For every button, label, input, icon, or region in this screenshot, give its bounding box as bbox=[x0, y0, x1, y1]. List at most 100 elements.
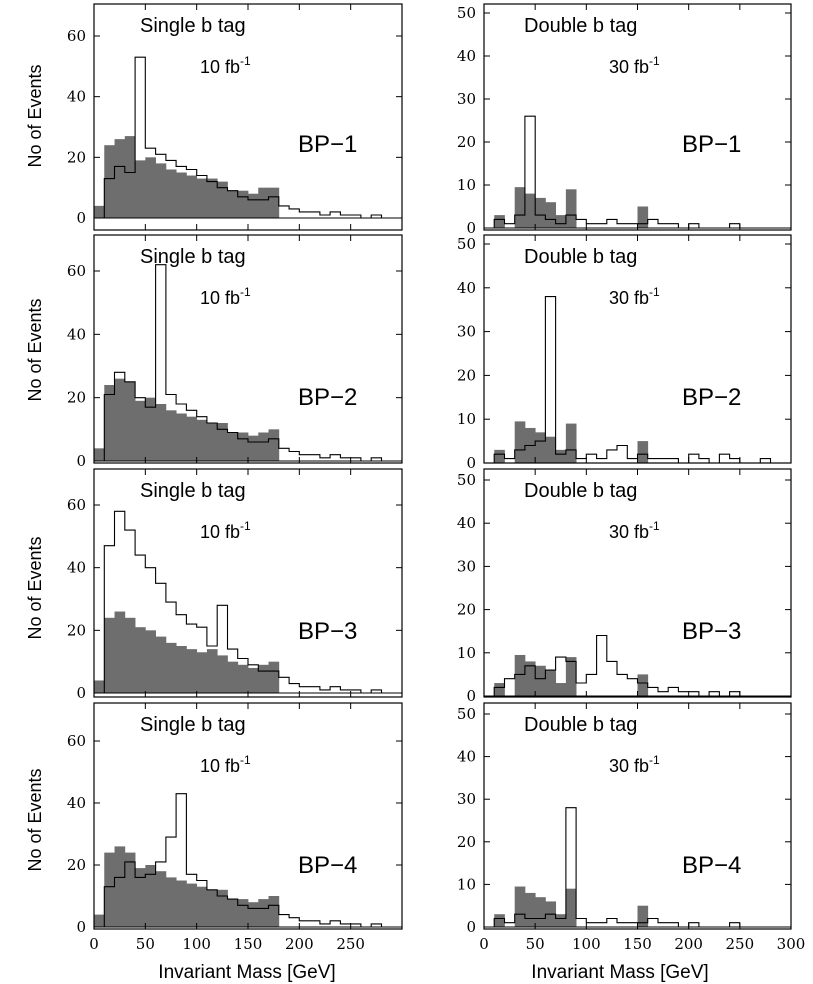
benchmark-label: BP−4 bbox=[298, 852, 357, 879]
open-histogram bbox=[94, 510, 402, 694]
benchmark-label: BP−1 bbox=[682, 131, 741, 158]
filled-bar bbox=[494, 449, 505, 463]
y-axis-labels: No of Events No of Events No of Events N… bbox=[25, 64, 45, 871]
filled-bar bbox=[555, 914, 567, 927]
benchmark-label: BP−2 bbox=[298, 384, 357, 411]
open-histogram bbox=[484, 296, 791, 464]
filled-bar bbox=[176, 646, 187, 693]
filled-bar bbox=[114, 846, 126, 927]
filled-bar bbox=[155, 636, 167, 693]
filled-bar bbox=[494, 215, 505, 228]
filled-bar bbox=[176, 172, 187, 218]
y-tick-label: 0 bbox=[466, 687, 476, 705]
y-axis-label-row-2: No of Events bbox=[25, 298, 45, 401]
filled-bar bbox=[514, 421, 526, 463]
luminosity-label: 30 fb-1 bbox=[609, 54, 660, 77]
filled-bar bbox=[165, 169, 177, 218]
filled-bar bbox=[217, 181, 228, 218]
luminosity-exponent: -1 bbox=[649, 753, 660, 767]
panel-title: Single b tag bbox=[140, 480, 246, 502]
filled-bar bbox=[114, 378, 126, 461]
panel-title: Double b tag bbox=[524, 714, 637, 736]
luminosity-exponent: -1 bbox=[240, 54, 251, 68]
filled-bar bbox=[196, 419, 208, 461]
y-ticks: 0 10 20 30 40 50 bbox=[457, 235, 791, 472]
filled-bar bbox=[206, 178, 218, 218]
luminosity-exponent: -1 bbox=[240, 519, 251, 533]
filled-bar bbox=[145, 865, 156, 927]
filled-bar bbox=[268, 661, 280, 693]
y-tick-label: 40 bbox=[67, 794, 86, 812]
x-tick-label: 50 bbox=[136, 935, 155, 953]
filled-bar bbox=[135, 627, 146, 693]
filled-bar bbox=[535, 897, 546, 927]
panel-title: Single b tag bbox=[140, 246, 246, 268]
filled-bar bbox=[155, 404, 167, 461]
y-tick-label: 40 bbox=[457, 279, 476, 297]
filled-bar bbox=[565, 657, 577, 696]
filled-bar bbox=[535, 665, 546, 696]
filled-bar bbox=[217, 655, 228, 693]
filled-bar bbox=[524, 193, 536, 228]
y-tick-label: 40 bbox=[67, 325, 86, 343]
histogram-panel-8: 0 10 20 30 40 50 0 50 100 150 200 250 300 Double b ta… bbox=[457, 702, 805, 953]
histogram-panel-1: 0 20 40 60 Single b tag 10 fb-1 BP−1 bbox=[67, 3, 403, 231]
x-tick-label: 250 bbox=[336, 935, 365, 953]
open-histogram bbox=[94, 264, 402, 462]
filled-bar bbox=[268, 896, 280, 927]
filled-bar bbox=[535, 197, 546, 228]
y-tick-label: 50 bbox=[457, 471, 476, 489]
y-tick-label: 20 bbox=[67, 389, 86, 407]
x-ticks: 0 50 100 150 200 250 300 bbox=[479, 703, 805, 953]
filled-bar bbox=[268, 187, 280, 218]
x-ticks bbox=[483, 469, 792, 697]
filled-bar bbox=[258, 664, 269, 693]
panel-title: Single b tag bbox=[140, 714, 246, 736]
filled-bar bbox=[135, 868, 146, 927]
filled-bar bbox=[514, 654, 526, 696]
filled-bar bbox=[494, 914, 505, 927]
x-tick-label: 200 bbox=[285, 935, 314, 953]
y-tick-label: 20 bbox=[457, 601, 476, 619]
x-tick-label: 50 bbox=[526, 935, 545, 953]
filled-bar bbox=[124, 136, 136, 218]
y-tick-label: 0 bbox=[76, 209, 86, 227]
filled-bar bbox=[114, 611, 126, 693]
filled-bar bbox=[237, 190, 249, 218]
y-tick-label: 0 bbox=[466, 918, 476, 936]
y-ticks: 0 10 20 30 40 50 bbox=[457, 705, 791, 936]
y-ticks: 0 20 40 60 bbox=[67, 27, 402, 227]
x-axis-label-left: Invariant Mass [GeV] bbox=[158, 962, 335, 983]
filled-bar bbox=[248, 193, 259, 218]
filled-bar bbox=[206, 423, 218, 461]
filled-bar bbox=[217, 423, 228, 461]
filled-bar bbox=[104, 852, 115, 927]
filled-bar bbox=[186, 416, 198, 461]
benchmark-label: BP−3 bbox=[298, 618, 357, 645]
filled-bar bbox=[565, 888, 577, 927]
filled-histogram bbox=[494, 886, 649, 927]
y-axis-label-row-3: No of Events bbox=[25, 536, 45, 639]
filled-bar bbox=[227, 432, 239, 461]
histogram-panel-4: 0 10 20 30 40 50 Double b tag 30 fb-1 BP−2 bbox=[457, 234, 792, 472]
y-tick-label: 60 bbox=[67, 262, 86, 280]
x-tick-label: 100 bbox=[572, 935, 601, 953]
filled-bar bbox=[637, 206, 649, 228]
x-tick-label: 200 bbox=[674, 935, 703, 953]
filled-histogram bbox=[94, 378, 280, 461]
x-tick-label: 100 bbox=[182, 935, 211, 953]
y-ticks: 0 20 40 60 bbox=[67, 496, 402, 702]
x-tick-label: 150 bbox=[623, 935, 652, 953]
filled-histogram bbox=[94, 846, 280, 927]
y-tick-label: 40 bbox=[67, 88, 86, 106]
histogram-panel-7: 0 20 40 60 0 50 100 150 200 250 Single b tag 10 fb-… bbox=[67, 702, 403, 953]
x-tick-label: 0 bbox=[89, 935, 99, 953]
filled-bar bbox=[555, 449, 567, 463]
filled-bar bbox=[227, 899, 239, 927]
luminosity-label: 10 fb-1 bbox=[200, 753, 251, 776]
x-tick-label: 0 bbox=[479, 935, 489, 953]
luminosity-label: 30 fb-1 bbox=[609, 753, 660, 776]
luminosity-exponent: -1 bbox=[649, 285, 660, 299]
filled-bar bbox=[237, 432, 249, 461]
